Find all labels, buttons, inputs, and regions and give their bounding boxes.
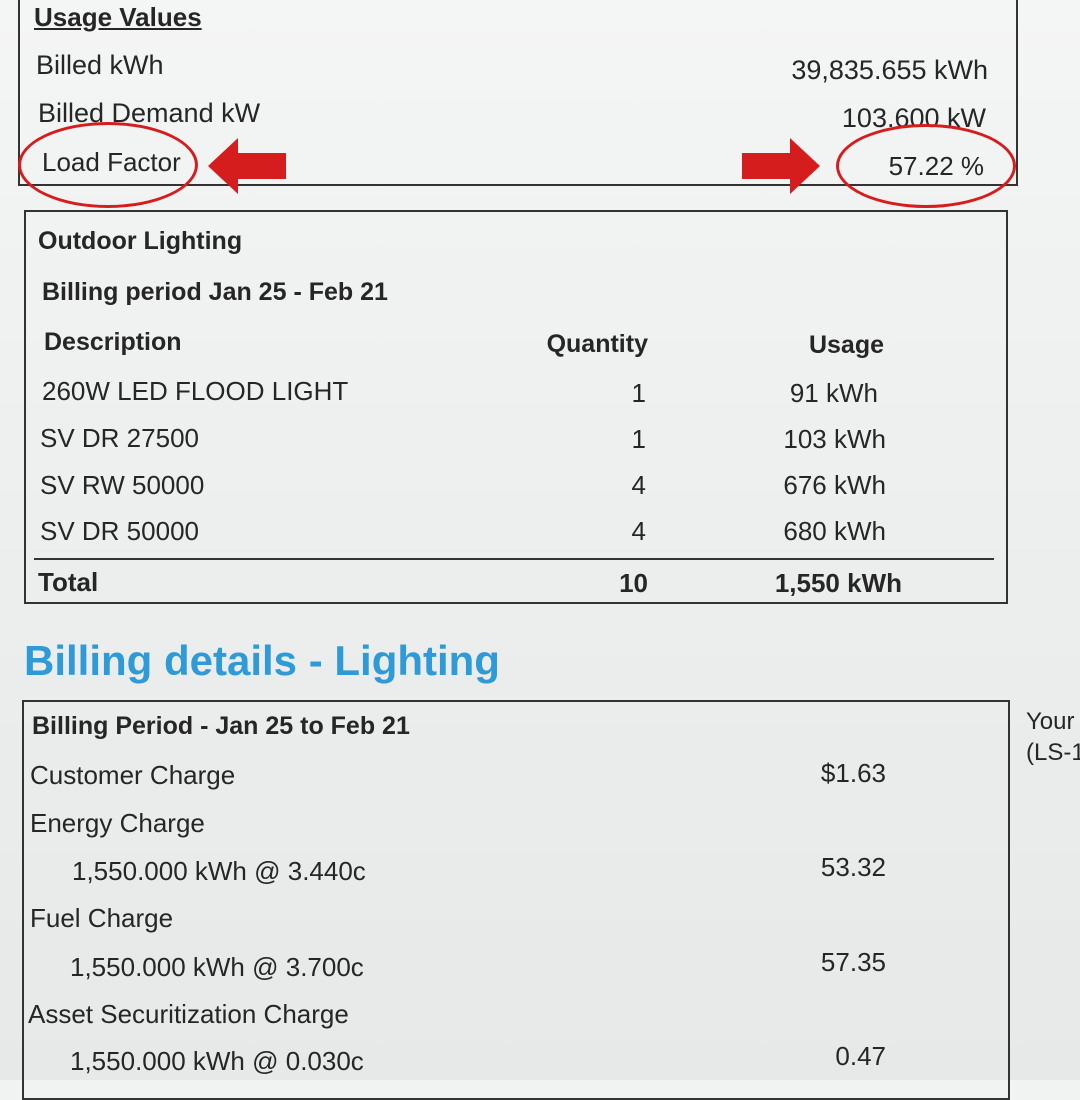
fuel-charge-detail: 1,550.000 kWh @ 3.700c — [70, 952, 364, 982]
row-description: SV DR 27500 — [40, 423, 199, 453]
billed-demand-label: Billed Demand kW — [38, 98, 261, 128]
total-usage: 1,550 kWh — [774, 568, 902, 598]
row-quantity: 1 — [631, 378, 646, 408]
billed-kwh-label: Billed kWh — [36, 50, 164, 80]
row-usage: 103 kWh — [783, 424, 886, 454]
fuel-charge-amount: 57.35 — [820, 947, 886, 977]
billing-period: Billing Period - Jan 25 to Feb 21 — [32, 712, 410, 740]
row-description: SV DR 50000 — [40, 516, 199, 546]
energy-charge-label: Energy Charge — [30, 808, 205, 838]
outdoor-lighting-box — [24, 210, 1008, 604]
customer-charge-label: Customer Charge — [30, 760, 236, 790]
fuel-charge-label: Fuel Charge — [30, 903, 174, 933]
row-usage: 676 kWh — [783, 470, 886, 500]
usage-values-heading: Usage Values — [34, 2, 202, 32]
row-usage: 91 kWh — [789, 378, 878, 408]
row-description: SV RW 50000 — [40, 470, 205, 500]
column-usage: Usage — [808, 331, 884, 359]
side-text-line-1: Your — [1026, 708, 1075, 735]
arrow-right-icon — [742, 138, 820, 194]
total-divider — [34, 558, 994, 560]
arrow-left-icon — [208, 138, 286, 194]
energy-charge-amount: 53.32 — [820, 852, 886, 882]
column-quantity: Quantity — [546, 330, 648, 358]
total-label: Total — [38, 567, 99, 597]
load-factor-value-circle — [836, 124, 1016, 208]
customer-charge-amount: $1.63 — [820, 758, 886, 788]
asset-securitization-amount: 0.47 — [835, 1041, 886, 1071]
asset-securitization-detail: 1,550.000 kWh @ 0.030c — [70, 1046, 364, 1076]
row-usage: 680 kWh — [783, 516, 886, 546]
row-description: 260W LED FLOOD LIGHT — [42, 376, 349, 406]
billing-details-heading: Billing details - Lighting — [24, 637, 500, 684]
load-factor-label-circle — [18, 122, 198, 208]
usage-values-box — [18, 0, 1018, 186]
energy-charge-detail: 1,550.000 kWh @ 3.440c — [72, 856, 366, 886]
lighting-billing-period: Billing period Jan 25 - Feb 21 — [42, 278, 388, 306]
billed-kwh-value: 39,835.655 kWh — [791, 55, 988, 85]
side-text-line-2: (LS-1 — [1026, 739, 1080, 766]
outdoor-lighting-title: Outdoor Lighting — [38, 227, 243, 255]
asset-securitization-label: Asset Securitization Charge — [28, 999, 349, 1029]
row-quantity: 1 — [631, 424, 646, 454]
row-quantity: 4 — [631, 516, 646, 546]
total-quantity: 10 — [619, 568, 648, 598]
row-quantity: 4 — [631, 470, 646, 500]
column-description: Description — [44, 328, 182, 356]
